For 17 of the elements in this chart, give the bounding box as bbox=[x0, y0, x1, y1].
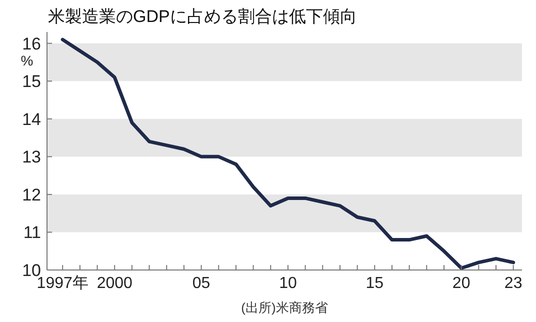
x-tick-label: 05 bbox=[192, 275, 210, 292]
y-tick-label: 11 bbox=[23, 223, 41, 242]
y-tick-label: 16 bbox=[22, 34, 41, 54]
x-tick-label: 10 bbox=[279, 275, 297, 292]
chart-title: 米製造業のGDPに占める割合は低下傾向 bbox=[48, 7, 357, 26]
text: (出所)米商務省 bbox=[241, 300, 328, 315]
y-axis-title: % bbox=[20, 52, 34, 68]
x-tick-label: 2000 bbox=[96, 275, 133, 292]
y-tick-label: 14 bbox=[22, 110, 41, 129]
x-tick-label: 15 bbox=[366, 275, 384, 292]
y-tick-label: 15 bbox=[22, 72, 41, 92]
y-tick-label: 12 bbox=[22, 185, 41, 204]
x-tick-label: 20 bbox=[452, 275, 470, 292]
x-tick-label: 1997年 bbox=[36, 275, 88, 292]
y-tick-label: 13 bbox=[22, 148, 41, 167]
x-tick-label: 23 bbox=[504, 275, 522, 292]
line-series bbox=[60, 38, 516, 270]
